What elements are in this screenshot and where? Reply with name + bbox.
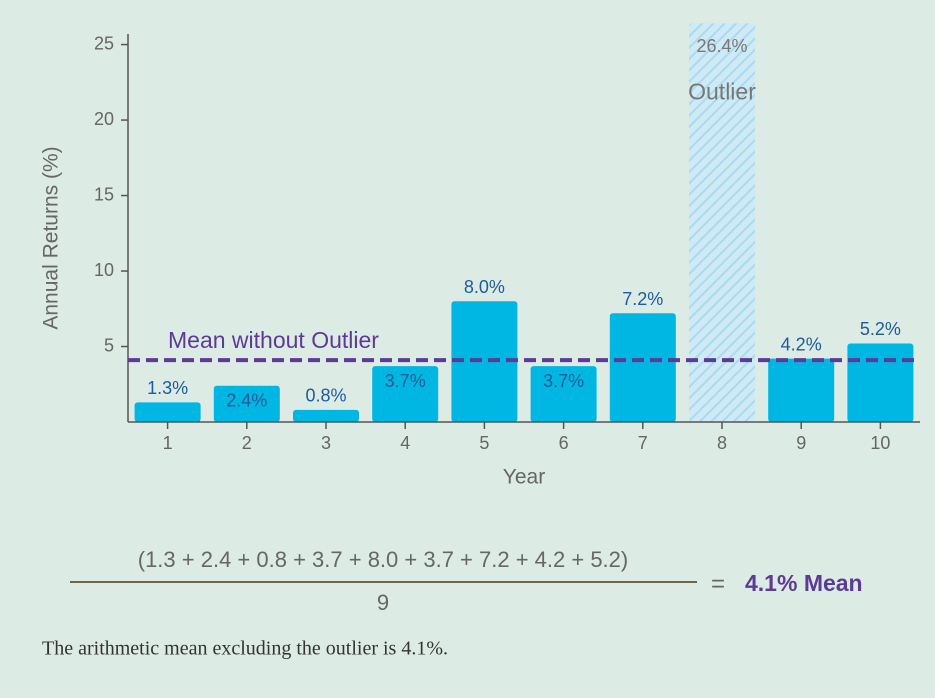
x-tick-label: 5 — [479, 433, 489, 453]
x-axis-label: Year — [503, 466, 545, 489]
x-tick-label: 1 — [163, 433, 173, 453]
x-tick-label: 6 — [559, 433, 569, 453]
formula-equals: = — [711, 570, 725, 597]
x-tick-label: 3 — [321, 433, 331, 453]
bar — [451, 301, 518, 422]
value-label: 3.7% — [543, 371, 584, 391]
value-label: 5.2% — [860, 319, 901, 339]
caption: The arithmetic mean excluding the outlie… — [42, 638, 448, 660]
y-tick-label: 25 — [94, 33, 114, 53]
x-tick-label: 9 — [796, 433, 806, 453]
bar — [134, 402, 201, 422]
bar — [372, 366, 439, 422]
value-label: 7.2% — [622, 289, 663, 309]
x-tick-label: 10 — [870, 433, 890, 453]
value-label: 3.7% — [385, 371, 426, 391]
y-tick-label: 15 — [94, 184, 114, 204]
outlier-bar — [689, 23, 755, 422]
value-label: 26.4% — [696, 36, 747, 56]
x-tick-label: 7 — [638, 433, 648, 453]
y-tick-label: 5 — [104, 335, 114, 355]
formula-result: 4.1% Mean — [745, 570, 863, 596]
y-axis-label: Annual Returns (%) — [40, 146, 63, 329]
y-tick-label: 10 — [94, 260, 114, 280]
value-label: 4.2% — [781, 334, 822, 354]
x-tick-label: 8 — [717, 433, 727, 453]
formula-denominator: 9 — [377, 590, 389, 615]
value-label: 2.4% — [226, 391, 267, 411]
bar — [847, 343, 914, 422]
mean-label: Mean without Outlier — [168, 327, 379, 353]
y-tick-label: 20 — [94, 109, 114, 129]
bar — [768, 358, 835, 422]
value-label: 8.0% — [464, 277, 505, 297]
x-tick-label: 2 — [242, 433, 252, 453]
bar — [213, 385, 280, 422]
formula-numerator: (1.3 + 2.4 + 0.8 + 3.7 + 8.0 + 3.7 + 7.2… — [138, 547, 628, 572]
bar — [293, 409, 359, 422]
bar — [530, 366, 597, 422]
outlier-label: Outlier — [688, 79, 756, 105]
value-label: 0.8% — [305, 386, 346, 406]
x-tick-label: 4 — [400, 433, 410, 453]
value-label: 1.3% — [147, 378, 188, 398]
bar — [609, 313, 676, 422]
